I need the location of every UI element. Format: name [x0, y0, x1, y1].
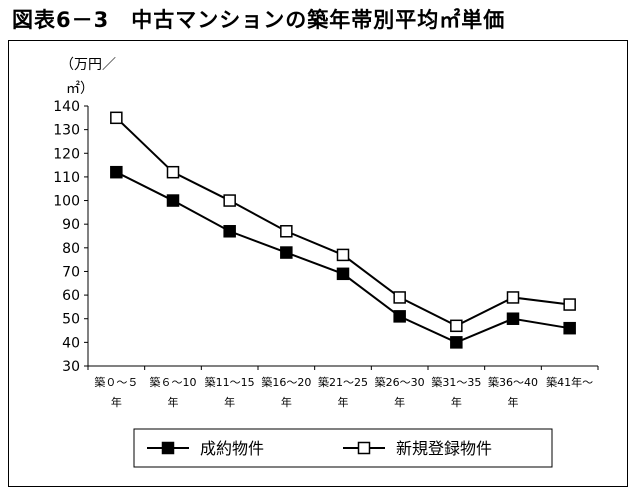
- data-point-2: [563, 298, 576, 311]
- data-point-2: [166, 165, 180, 179]
- legend-marker-1: [161, 441, 175, 455]
- chart-frame: [8, 40, 628, 487]
- x-tick-label: 築31～35: [431, 375, 481, 389]
- y-tick-label: 50: [62, 312, 80, 328]
- x-tick-label: 築26～30: [375, 375, 425, 389]
- legend-marker-2: [357, 441, 371, 455]
- data-point-2: [336, 248, 350, 262]
- legend-label-2: 新規登録物件: [396, 439, 492, 458]
- data-point-1: [280, 246, 293, 259]
- x-tick-label-suffix: 年: [168, 395, 179, 409]
- y-axis-unit-line1: （万円／: [60, 57, 116, 73]
- chart-title: 図表6－3 中古マンションの築年帯別平均㎡単価: [12, 8, 506, 32]
- data-point-1: [166, 194, 180, 207]
- x-tick-label: 築０～５: [94, 375, 138, 389]
- data-point-2: [393, 291, 406, 304]
- y-tick-label: 70: [62, 264, 80, 280]
- data-point-2: [223, 194, 236, 207]
- y-tick-label: 100: [53, 194, 80, 210]
- data-point-1: [450, 336, 463, 349]
- data-point-2: [280, 225, 293, 238]
- x-tick-label: 築36～40: [488, 375, 538, 389]
- y-tick-label: 110: [53, 170, 80, 186]
- data-point-1: [563, 321, 576, 335]
- x-tick-label: 築16～20: [261, 375, 311, 389]
- legend: [133, 428, 553, 468]
- data-point-1: [223, 225, 236, 238]
- x-tick-label: 築21～25: [318, 375, 368, 389]
- data-point-2: [110, 111, 123, 125]
- x-tick-label-suffix: 年: [451, 395, 462, 409]
- y-tick-label: 130: [53, 123, 80, 139]
- y-axis-unit-line2: ㎡）: [66, 81, 94, 97]
- y-tick-label: 80: [62, 241, 80, 257]
- series-line-2: [115, 117, 570, 327]
- x-tick-label-suffix: 年: [111, 395, 122, 409]
- data-point-1: [506, 312, 520, 325]
- x-tick-label-suffix: 年: [508, 395, 519, 409]
- y-tick-label: 140: [53, 99, 80, 115]
- x-tick-label-suffix: 年: [394, 395, 405, 409]
- y-tick-label: 30: [62, 359, 80, 375]
- data-point-2: [506, 291, 520, 304]
- x-tick-label-suffix: 年: [338, 395, 349, 409]
- data-point-1: [336, 267, 350, 281]
- y-tick-label: 40: [62, 335, 80, 351]
- legend-label-1: 成約物件: [200, 439, 264, 458]
- x-tick-label-suffix: 年: [224, 395, 235, 409]
- x-tick-label-suffix: 年: [281, 395, 292, 409]
- x-tick-label: 築41年～: [546, 375, 593, 389]
- y-tick-label: 120: [53, 146, 80, 162]
- data-point-1: [393, 310, 406, 323]
- y-tick-label: 90: [62, 217, 80, 233]
- data-point-2: [450, 319, 463, 333]
- x-tick-label: 築11～15: [205, 375, 255, 389]
- y-tick-label: 60: [62, 288, 80, 304]
- x-tick-label: 築６～10: [150, 375, 197, 389]
- data-point-1: [110, 165, 123, 179]
